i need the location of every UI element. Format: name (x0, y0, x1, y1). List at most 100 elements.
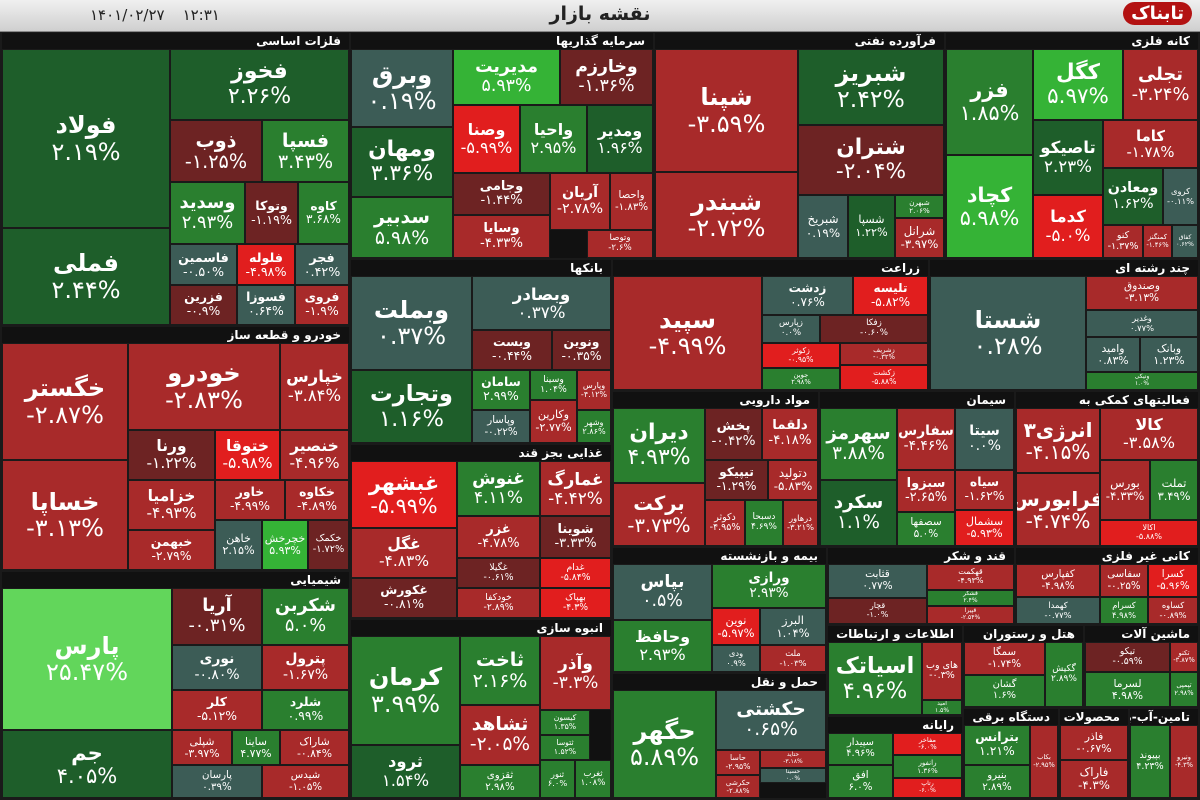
stock-tile: افق ۶.۰% (828, 765, 893, 798)
stock-change: -۳.۲۴% (1131, 83, 1190, 105)
stock-change: -۳.۹۷% (184, 746, 220, 760)
stock-tile: خبهمن -۲.۷۹% (128, 530, 215, 570)
stock-symbol: وبست (492, 335, 532, 350)
stock-symbol: تیکو (1119, 645, 1136, 657)
stock-tile: وجامی -۱.۴۴% (453, 173, 550, 215)
stock-change: ۱.۳۵% (553, 721, 577, 731)
stock-symbol: غبشهر (368, 470, 440, 495)
stock-symbol: فرابورس (1016, 486, 1100, 511)
stock-symbol: خاهن (226, 531, 251, 545)
stock-symbol: ثغرب (583, 768, 603, 779)
stock-symbol: امید (937, 700, 947, 707)
stock-symbol: کدما (1050, 207, 1086, 227)
stock-symbol: خکاوه (299, 485, 335, 500)
stock-tile: رانفور ۱.۳۶% (893, 755, 962, 778)
stock-symbol: ومدیر (597, 120, 643, 140)
stock-change: ۱.۲۳% (1153, 353, 1185, 367)
stock-tile: سهرمز ۳.۸۸% (820, 408, 897, 480)
stock-change: -۱.۷۲% (312, 544, 345, 555)
stock-change: -۴.۳۳% (479, 235, 524, 251)
sector-header: بیمه و بازنشسته (720, 549, 818, 563)
stock-change: ۰.۰% (785, 774, 801, 782)
stock-change: -۲.۵۴% (960, 614, 981, 621)
stock-tile: شتران -۲.۰۴% (798, 125, 944, 195)
stock-change: -۱.۲۹% (716, 479, 757, 493)
stock-change: ۲.۹۵% (530, 138, 577, 157)
stock-change: ۰.۵% (642, 591, 683, 611)
stock-symbol: بپیوند (1139, 750, 1161, 762)
stock-symbol: تکنو (1178, 648, 1190, 657)
stock-symbol: حاسا (730, 753, 746, 762)
stock-change: -۴.۹۸% (1041, 580, 1075, 592)
stock-symbol: فاذر (1084, 729, 1104, 743)
stock-change: -۵.۹۷% (717, 625, 755, 640)
stock-change: ۰.۳۷% (517, 302, 566, 322)
sector-header: هتل و رستوران (982, 627, 1075, 641)
stock-change: ۱.۵% (934, 706, 950, 714)
stock-symbol: سکرد (833, 491, 884, 513)
stock-symbol: وبصادر (512, 283, 571, 304)
stock-tile: کمنگنز -۱.۴۶% (1143, 225, 1172, 258)
stock-symbol: آریان (562, 184, 598, 201)
stock-change: ۱.۵۲% (553, 746, 577, 756)
stock-change: -۳.۸۴% (287, 385, 342, 405)
stock-change: ۵.۹۸% (374, 226, 430, 249)
stock-tile: بنیرو ۲.۸۹% (964, 765, 1030, 798)
stock-tile: فجر ۰.۴۲% (295, 244, 349, 285)
stock-symbol: زکوثر (792, 346, 810, 355)
stock-symbol: ونیکی (1134, 373, 1150, 381)
stock-change: -۰.۳۱% (188, 615, 246, 636)
stock-tile: خگستر -۲.۸۷% (2, 343, 128, 460)
stock-tile: ورازی ۲.۹۳% (712, 564, 826, 608)
stock-symbol: وصندوق (1124, 280, 1160, 293)
stock-symbol: شبریخ (807, 212, 839, 227)
stock-tile: شستا ۰.۲۸% (930, 276, 1086, 390)
stock-tile: شبریز ۲.۴۲% (798, 49, 944, 125)
stock-change: -۴.۹۵% (709, 522, 741, 533)
stock-change: -۰.۸۹% (1159, 609, 1187, 620)
stock-change: ۲.۹۳% (639, 645, 686, 664)
stock-symbol: فجر (309, 249, 335, 265)
stock-symbol: وپارس (582, 380, 606, 391)
stock-symbol: خودکفا (485, 591, 512, 603)
stock-symbol: خنصیر (290, 436, 339, 455)
stock-change: ۰.۶۴% (248, 304, 284, 318)
stock-symbol: سپیدار (847, 737, 874, 749)
stock-tile: زشریف -۰.۳۲% (840, 343, 928, 365)
stock-symbol: های وب (926, 659, 958, 671)
stock-change: ۵.۹۷% (1047, 83, 1109, 109)
stock-tile: وپاسار -۰.۲۲% (472, 410, 530, 443)
stock-tile: نوین -۵.۹۷% (712, 608, 760, 645)
stock-change: -۳.۱۳% (26, 514, 104, 542)
stock-symbol: شرانل (903, 224, 936, 239)
stock-change: ۱.۰۴% (776, 625, 810, 640)
stock-symbol: پترول (285, 651, 326, 668)
stock-change: ۲.۹۹% (483, 389, 519, 403)
stock-tile: فخوز ۲.۲۶% (170, 49, 349, 120)
stock-tile: تلیسه -۵.۸۲% (853, 276, 928, 315)
stock-tile: ودی ۰.۹% (712, 645, 760, 672)
stock-tile: سشمال -۵.۹۳% (955, 510, 1014, 546)
stock-tile: وشهر ۲.۸۶% (577, 410, 611, 443)
stock-symbol: شتران (836, 135, 906, 161)
stock-symbol: بورس (1110, 475, 1140, 490)
stock-tile: کسرام ۴.۹۸% (1100, 597, 1148, 624)
stock-tile: کساوه -۰.۸۹% (1148, 597, 1198, 624)
stock-symbol: بنیرو (987, 770, 1007, 782)
stock-symbol: وغدیر (1132, 313, 1152, 324)
stock-change: ۴.۱۱% (474, 487, 523, 508)
sector-header: خودرو و قطعه ساز (227, 328, 341, 342)
stock-tile: شپلی -۳.۹۷% (172, 730, 232, 765)
stock-symbol: وآذر (558, 653, 593, 674)
stock-symbol: قهکمت (958, 567, 983, 577)
stock-tile: وکارین -۲.۷۷% (530, 400, 577, 443)
stock-change: ۰.۹۹% (287, 709, 324, 723)
stock-tile: غبشهر -۵.۹۹% (351, 461, 457, 528)
stock-change: ۴.۹۸% (1111, 609, 1137, 620)
stock-change: -۰.۲۵% (1107, 580, 1141, 592)
stock-tile: سمگا -۱.۷۴% (964, 642, 1045, 675)
stock-symbol: خکمک (315, 533, 342, 545)
stock-symbol: شبندر (691, 187, 762, 216)
stock-change: -۳.۵۸% (1122, 433, 1176, 452)
stock-symbol: ثتوسا (556, 738, 574, 747)
